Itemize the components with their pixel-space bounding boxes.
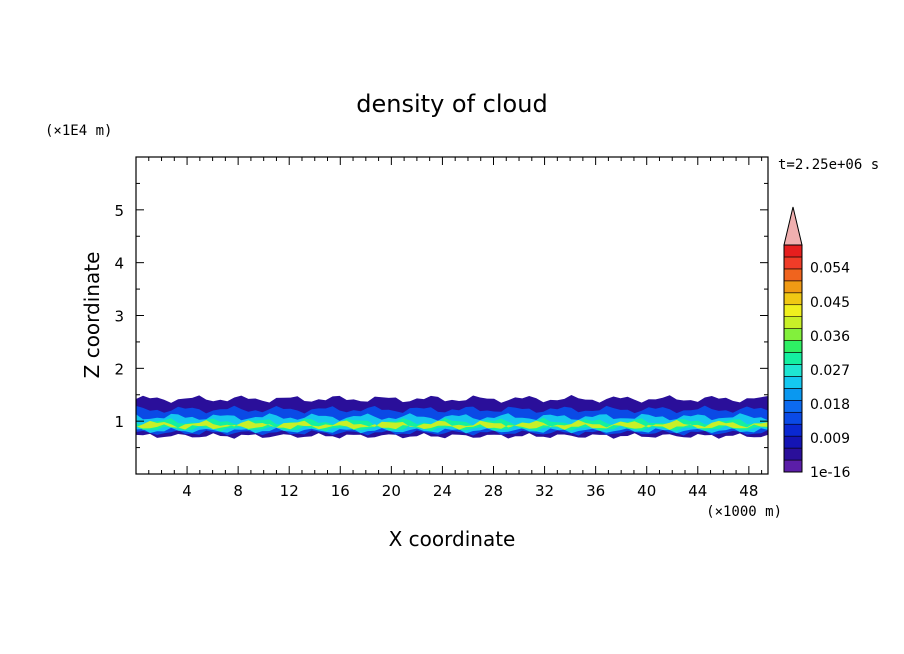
x-tick-label: 36 — [586, 482, 605, 500]
x-tick-label: 28 — [484, 482, 503, 500]
colorbar-level — [783, 256, 803, 270]
colorbar-tick-label: 0.045 — [810, 295, 850, 311]
y-tick-label: 1 — [114, 413, 124, 431]
colorbar-tick-label: 0.054 — [810, 261, 850, 277]
colorbar-frame — [783, 244, 803, 473]
colorbar-level — [783, 459, 803, 473]
x-tick-label: 44 — [688, 482, 707, 500]
colorbar-level — [783, 376, 803, 389]
colorbar-tick-label: 0.036 — [810, 329, 850, 345]
colorbar-level — [783, 268, 803, 282]
colorbar-level — [783, 280, 803, 294]
x-unit-label: (×1000 m) — [706, 504, 782, 520]
colorbar-level — [783, 292, 803, 306]
y-axis-title: Z coordinate — [80, 252, 104, 379]
colorbar-tick-label: 1e-16 — [810, 465, 850, 481]
colorbar-level — [783, 388, 803, 401]
colorbar-level — [783, 304, 803, 317]
colorbar-level — [783, 423, 803, 437]
colorbar-level — [783, 340, 803, 353]
colorbar-tick-label: 0.009 — [810, 431, 850, 447]
x-tick-label: 32 — [535, 482, 554, 500]
y-tick-label: 4 — [114, 255, 124, 273]
colorbar-level — [783, 328, 803, 341]
chart-title: density of cloud — [356, 90, 547, 118]
y-tick-label: 3 — [114, 308, 124, 326]
time-label: t=2.25e+06 s — [778, 157, 879, 173]
y-tick-label: 5 — [114, 202, 124, 220]
colorbar-level — [783, 400, 803, 413]
colorbar-tick-label: 0.018 — [810, 397, 850, 413]
x-tick-label: 20 — [382, 482, 401, 500]
x-tick-label: 24 — [433, 482, 452, 500]
x-axis-title: X coordinate — [389, 527, 516, 551]
colorbar-level — [783, 435, 803, 449]
x-tick-label: 16 — [331, 482, 350, 500]
colorbar: 1e-16 0.009 0.018 0.027 0.036 0.045 0.054 — [783, 206, 850, 481]
colorbar-level — [783, 316, 803, 329]
colorbar-level — [783, 352, 803, 365]
x-axis-ticks: 4 8 12 16 20 24 28 32 36 40 44 48 — [148, 157, 763, 500]
x-tick-label: 40 — [637, 482, 656, 500]
x-tick-label: 12 — [280, 482, 299, 500]
cloud-contour-layer — [136, 419, 768, 430]
cloud-contour-layer — [136, 417, 768, 432]
y-axis-ticks: 1 2 3 4 5 — [114, 182, 768, 449]
colorbar-tick-label: 0.027 — [810, 363, 850, 379]
x-tick-label: 4 — [182, 482, 192, 500]
colorbar-level — [783, 411, 803, 425]
y-unit-label: (×1E4 m) — [45, 123, 112, 139]
cloud-contours — [136, 395, 768, 439]
y-tick-label: 2 — [114, 360, 124, 378]
x-tick-label: 48 — [739, 482, 758, 500]
colorbar-level — [783, 447, 803, 461]
colorbar-level — [783, 364, 803, 377]
colorbar-extend-arrow — [783, 206, 803, 246]
x-tick-label: 8 — [233, 482, 243, 500]
colorbar-level — [783, 244, 803, 258]
